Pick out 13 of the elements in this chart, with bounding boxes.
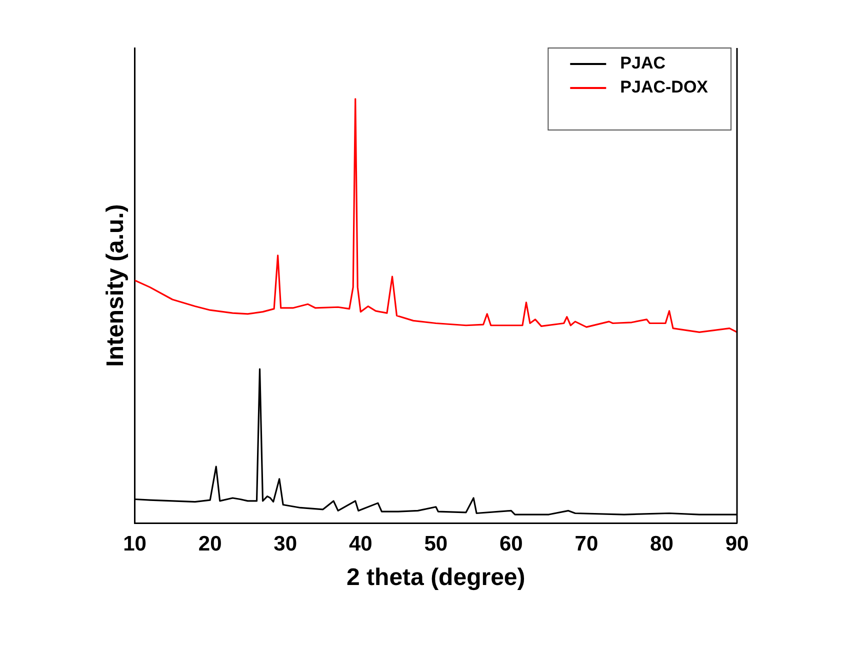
x-tick-label: 90 <box>725 532 749 556</box>
legend-label: PJAC-DOX <box>620 78 709 97</box>
x-tick-label: 20 <box>198 532 222 556</box>
x-tick-label: 40 <box>348 532 372 556</box>
legend-label: PJAC <box>620 54 666 73</box>
x-tick-label: 70 <box>574 532 598 556</box>
x-tick-label: 80 <box>650 532 674 556</box>
x-tick-label: 60 <box>499 532 523 556</box>
x-tick-label: 30 <box>274 532 298 556</box>
y-axis-title: Intensity (a.u.) <box>102 204 130 367</box>
x-tick-label: 50 <box>424 532 448 556</box>
x-tick-label: 10 <box>123 532 146 556</box>
x-axis-title: 2 theta (degree) <box>346 564 526 592</box>
